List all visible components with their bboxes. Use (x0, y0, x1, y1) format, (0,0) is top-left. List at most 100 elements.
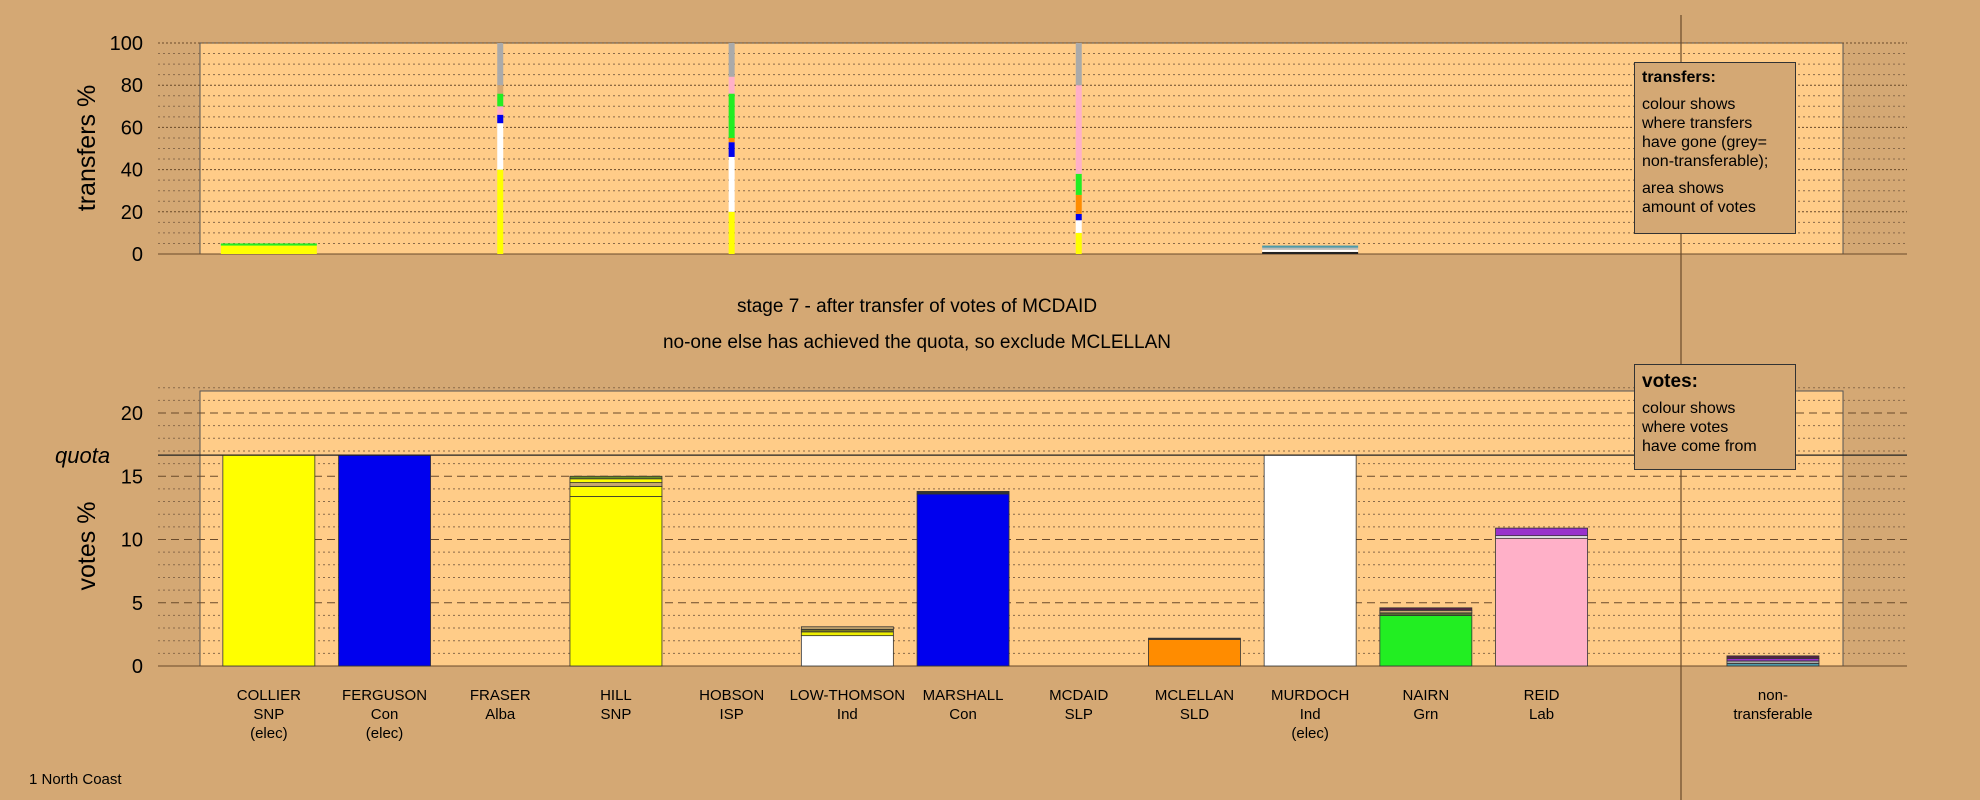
transfers-tick-label: 0 (132, 244, 143, 266)
transfer-bar-segment (1262, 247, 1359, 250)
transfers-legend-line: colour shows (1642, 96, 1736, 113)
votes-legend-line: have come from (1642, 438, 1757, 455)
transfers-tick-label: 40 (121, 160, 143, 182)
candidate-name: MCDAID (1049, 687, 1108, 704)
transfers-legend-line: non-transferable); (1642, 153, 1769, 170)
transfers-tick-label: 100 (110, 33, 143, 55)
transfer-bar-segment (728, 76, 735, 94)
votes-tick-label: 15 (121, 466, 143, 488)
transfer-bar-segment (1075, 85, 1082, 174)
votes-tick-label: 10 (121, 530, 143, 552)
transfer-bar-segment (220, 245, 317, 254)
candidate-name: non- (1758, 687, 1788, 704)
vote-bar-segment (1379, 615, 1473, 667)
transfer-bar-segment (1075, 213, 1082, 221)
candidate-name: HILL (600, 687, 632, 704)
transfer-bar-segment (497, 85, 504, 94)
candidate-status: (elec) (250, 725, 288, 742)
candidate-name: COLLIER (237, 687, 301, 704)
transfer-bar-segment (728, 156, 735, 212)
candidate-party: SNP (601, 706, 632, 723)
candidate-name: FRASER (470, 687, 531, 704)
vote-bar-segment (569, 485, 663, 497)
transfer-bar-segment (728, 43, 735, 77)
candidate-party: Lab (1529, 706, 1554, 723)
transfers-legend-line: where transfers (1642, 115, 1753, 132)
stage-title: stage 7 - after transfer of votes of MCD… (736, 296, 1098, 317)
footer-label: 1 North Coast (29, 771, 122, 788)
transfer-bar-segment (728, 142, 735, 157)
transfers-legend-line: area shows (1642, 180, 1724, 197)
transfer-bar-segment (497, 106, 504, 115)
transfers-plot-area (199, 42, 1844, 255)
vote-bar-segment (1263, 454, 1357, 667)
vote-bar-segment (569, 475, 663, 480)
transfers-legend: transfers: colour shows where transfers … (1634, 62, 1796, 234)
transfer-bar-segment (497, 43, 504, 86)
quota-label: quota (55, 443, 110, 468)
transfer-bar-segment (728, 137, 735, 143)
transfer-bar-segment (1262, 251, 1359, 254)
candidate-party: SLD (1180, 706, 1209, 723)
transfers-axis-label: transfers % (73, 85, 101, 211)
candidate-name: MCLELLAN (1155, 687, 1234, 704)
vote-bar-segment (338, 454, 431, 667)
transfers-tick-label: 20 (121, 202, 143, 224)
candidate-party: Ind (837, 706, 858, 723)
transfers-tick-label: 60 (121, 117, 143, 139)
transfer-bar-segment (1075, 43, 1082, 86)
transfer-bar-segment (497, 114, 504, 124)
votes-tick-label: 5 (132, 593, 143, 615)
transfer-bar-segment (728, 93, 735, 138)
candidate-party: Ind (1300, 706, 1321, 723)
candidate-party: SNP (253, 706, 284, 723)
vote-bar-segment (800, 635, 894, 667)
transfer-bar-segment (1075, 220, 1082, 233)
candidate-name: MURDOCH (1271, 687, 1349, 704)
candidate-name: LOW-THOMSON (790, 687, 906, 704)
votes-tick-label: 0 (132, 656, 143, 678)
transfer-bar-segment (1075, 173, 1082, 195)
transfer-bar-segment (1262, 245, 1359, 248)
transfer-bar-segment (497, 123, 504, 170)
candidate-party: Grn (1413, 706, 1438, 723)
votes-plot-area (199, 390, 1844, 667)
vote-bar-segment (800, 626, 894, 630)
vote-bar-segment (1495, 537, 1588, 667)
vote-bar-segment (569, 496, 663, 667)
candidate-name: MARSHALL (923, 687, 1004, 704)
vote-bar-segment (569, 482, 663, 487)
candidate-status: (elec) (366, 725, 404, 742)
candidate-name: NAIRN (1403, 687, 1450, 704)
vote-bar-segment (1148, 637, 1241, 640)
candidate-status: (elec) (1291, 725, 1329, 742)
vote-bar-segment (1495, 527, 1588, 537)
transfer-bar-segment (728, 211, 735, 254)
candidate-party: Con (371, 706, 399, 723)
votes-legend-line: where votes (1642, 419, 1729, 436)
transfer-bar-segment (1262, 249, 1359, 252)
transfers-legend-title: transfers: (1642, 69, 1716, 86)
votes-axis-label: votes % (73, 502, 101, 591)
votes-legend: votes: colour shows where votes have com… (1634, 364, 1796, 470)
transfers-legend-line: have gone (grey= (1642, 134, 1767, 151)
candidate-party: ISP (720, 706, 744, 723)
transfers-legend-line: amount of votes (1642, 199, 1756, 216)
candidate-name: HOBSON (699, 687, 764, 704)
transfer-bar-segment (497, 93, 504, 107)
candidate-party: SLP (1065, 706, 1093, 723)
stage-subtitle: no-one else has achieved the quota, so e… (662, 332, 1172, 353)
vote-bar-segment (1148, 639, 1241, 667)
votes-legend-line: colour shows (1642, 400, 1736, 417)
votes-legend-title: votes: (1642, 371, 1698, 392)
candidate-name: FERGUSON (342, 687, 427, 704)
votes-tick-label: 20 (121, 403, 143, 425)
vote-bar-segment (1726, 655, 1820, 659)
candidate-name: REID (1524, 687, 1560, 704)
candidate-party: Con (949, 706, 977, 723)
vote-bar-segment (569, 478, 663, 483)
vote-bar-segment (916, 493, 1010, 667)
transfer-bar-segment (497, 169, 504, 254)
candidate-party: Alba (485, 706, 516, 723)
